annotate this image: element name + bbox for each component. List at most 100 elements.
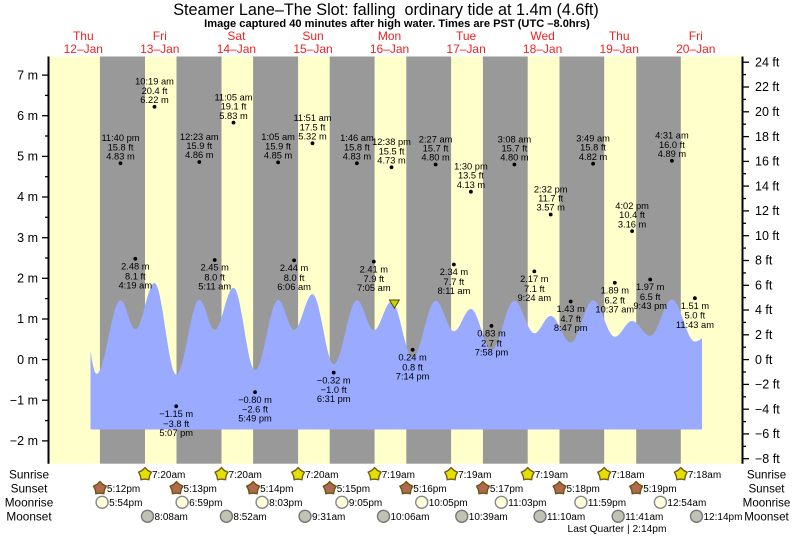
svg-text:13–Jan: 13–Jan	[140, 42, 179, 56]
svg-text:4:02 pm: 4:02 pm	[615, 201, 649, 211]
svg-text:15.8 ft: 15.8 ft	[580, 143, 606, 153]
svg-text:6 ft: 6 ft	[755, 279, 773, 293]
svg-text:4.7 ft: 4.7 ft	[560, 314, 581, 324]
svg-text:15.7 ft: 15.7 ft	[501, 144, 527, 154]
svg-text:5:13pm: 5:13pm	[184, 484, 217, 495]
svg-text:6.5 ft: 6.5 ft	[640, 292, 661, 302]
svg-text:2.44 m: 2.44 m	[280, 263, 309, 273]
svg-text:2.7 ft: 2.7 ft	[481, 338, 502, 348]
svg-text:20.4 ft: 20.4 ft	[142, 86, 168, 96]
svg-text:7.1 ft: 7.1 ft	[524, 284, 545, 294]
svg-text:17–Jan: 17–Jan	[446, 42, 485, 56]
svg-text:10:06am: 10:06am	[391, 512, 430, 523]
svg-text:Mon: Mon	[378, 29, 401, 43]
svg-text:5:18pm: 5:18pm	[567, 484, 600, 495]
svg-text:7:05 am: 7:05 am	[357, 283, 391, 293]
svg-text:8.0 ft: 8.0 ft	[284, 273, 305, 283]
svg-text:Fri: Fri	[689, 29, 703, 43]
svg-text:6 m: 6 m	[17, 109, 38, 123]
svg-text:2.34 m: 2.34 m	[440, 267, 469, 277]
svg-text:4.85 m: 4.85 m	[264, 151, 293, 161]
svg-text:19–Jan: 19–Jan	[600, 42, 639, 56]
svg-text:5:07 pm: 5:07 pm	[159, 428, 193, 438]
svg-text:7.7 ft: 7.7 ft	[444, 277, 465, 287]
svg-text:3 m: 3 m	[17, 231, 38, 245]
svg-text:−1.15 m: −1.15 m	[159, 409, 193, 419]
svg-text:−3.8 ft: −3.8 ft	[163, 419, 190, 429]
svg-text:7:18am: 7:18am	[611, 470, 644, 481]
svg-text:Thu: Thu	[73, 29, 94, 43]
svg-text:8:11 am: 8:11 am	[437, 286, 470, 296]
svg-text:15.8 ft: 15.8 ft	[344, 142, 370, 152]
svg-text:15.9 ft: 15.9 ft	[265, 141, 291, 151]
svg-text:1:46 am: 1:46 am	[340, 133, 374, 143]
svg-text:Fri: Fri	[153, 29, 167, 43]
svg-text:5:49 pm: 5:49 pm	[238, 414, 272, 424]
svg-text:9:05pm: 9:05pm	[349, 498, 382, 509]
svg-text:4 ft: 4 ft	[755, 303, 773, 317]
svg-text:6:59pm: 6:59pm	[189, 498, 222, 509]
svg-text:Moonrise: Moonrise	[5, 495, 54, 509]
svg-text:−8 ft: −8 ft	[755, 452, 780, 466]
svg-text:2.17 m: 2.17 m	[520, 274, 549, 284]
svg-text:22 ft: 22 ft	[755, 80, 780, 94]
svg-text:5.32 m: 5.32 m	[298, 132, 327, 142]
svg-text:11.7 ft: 11.7 ft	[538, 194, 564, 204]
svg-text:Sat: Sat	[227, 29, 246, 43]
svg-text:11:03pm: 11:03pm	[508, 498, 546, 509]
svg-text:2 ft: 2 ft	[755, 328, 773, 342]
svg-text:7:20am: 7:20am	[305, 470, 338, 481]
svg-text:19.1 ft: 19.1 ft	[221, 102, 247, 112]
svg-text:Moonrise: Moonrise	[743, 496, 791, 509]
svg-text:10 ft: 10 ft	[755, 229, 780, 243]
svg-text:14–Jan: 14–Jan	[217, 42, 256, 56]
svg-text:18 ft: 18 ft	[755, 130, 780, 144]
svg-text:Sun: Sun	[302, 29, 323, 43]
svg-text:5:12pm: 5:12pm	[107, 484, 140, 495]
svg-text:9:24 am: 9:24 am	[518, 293, 552, 303]
svg-text:Wed: Wed	[530, 29, 554, 43]
svg-text:15–Jan: 15–Jan	[293, 42, 332, 56]
svg-text:15.7 ft: 15.7 ft	[423, 144, 449, 154]
svg-text:2.45 m: 2.45 m	[200, 263, 229, 273]
svg-text:4 m: 4 m	[17, 190, 38, 204]
svg-text:0 ft: 0 ft	[755, 353, 773, 367]
svg-text:10:19 am: 10:19 am	[135, 77, 174, 87]
svg-text:5:14pm: 5:14pm	[260, 484, 293, 495]
svg-text:7:19am: 7:19am	[535, 470, 568, 481]
svg-text:5.83 m: 5.83 m	[219, 111, 248, 121]
svg-text:3.57 m: 3.57 m	[536, 203, 565, 213]
svg-text:−6 ft: −6 ft	[755, 427, 780, 441]
svg-text:2.41 m: 2.41 m	[360, 264, 389, 274]
svg-text:24 ft: 24 ft	[755, 55, 780, 69]
svg-text:6:31 pm: 6:31 pm	[317, 394, 351, 404]
svg-text:10:05pm: 10:05pm	[429, 498, 468, 509]
svg-text:7:19am: 7:19am	[382, 470, 415, 481]
svg-text:1.89 m: 1.89 m	[601, 286, 630, 296]
svg-text:4:19 am: 4:19 am	[119, 280, 153, 290]
svg-text:4.83 m: 4.83 m	[343, 152, 372, 162]
svg-text:2:32 pm: 2:32 pm	[534, 184, 568, 194]
svg-text:16.0 ft: 16.0 ft	[659, 140, 685, 150]
svg-text:−0.80 m: −0.80 m	[238, 395, 272, 405]
svg-text:13.5 ft: 13.5 ft	[458, 171, 484, 181]
svg-text:7 m: 7 m	[17, 68, 38, 82]
svg-text:4:31 am: 4:31 am	[655, 131, 689, 141]
svg-text:5:54pm: 5:54pm	[109, 498, 142, 509]
svg-text:3:08 am: 3:08 am	[498, 134, 532, 144]
svg-text:6.22 m: 6.22 m	[140, 95, 169, 105]
svg-text:1 m: 1 m	[17, 312, 38, 326]
svg-text:12–Jan: 12–Jan	[64, 42, 103, 56]
svg-text:Tue: Tue	[456, 29, 477, 43]
svg-text:4.73 m: 4.73 m	[377, 156, 406, 166]
svg-text:8.0 ft: 8.0 ft	[204, 273, 225, 283]
svg-text:5:16pm: 5:16pm	[413, 484, 446, 495]
svg-text:10:39am: 10:39am	[469, 512, 508, 523]
svg-text:15.8 ft: 15.8 ft	[108, 142, 134, 152]
svg-text:5:15pm: 5:15pm	[337, 484, 370, 495]
svg-text:−0.32 m: −0.32 m	[317, 375, 351, 385]
svg-text:8:03pm: 8:03pm	[269, 498, 302, 509]
svg-text:11:43 am: 11:43 am	[676, 320, 714, 330]
svg-text:1.97 m: 1.97 m	[636, 282, 665, 292]
svg-text:−2.6 ft: −2.6 ft	[242, 405, 269, 415]
